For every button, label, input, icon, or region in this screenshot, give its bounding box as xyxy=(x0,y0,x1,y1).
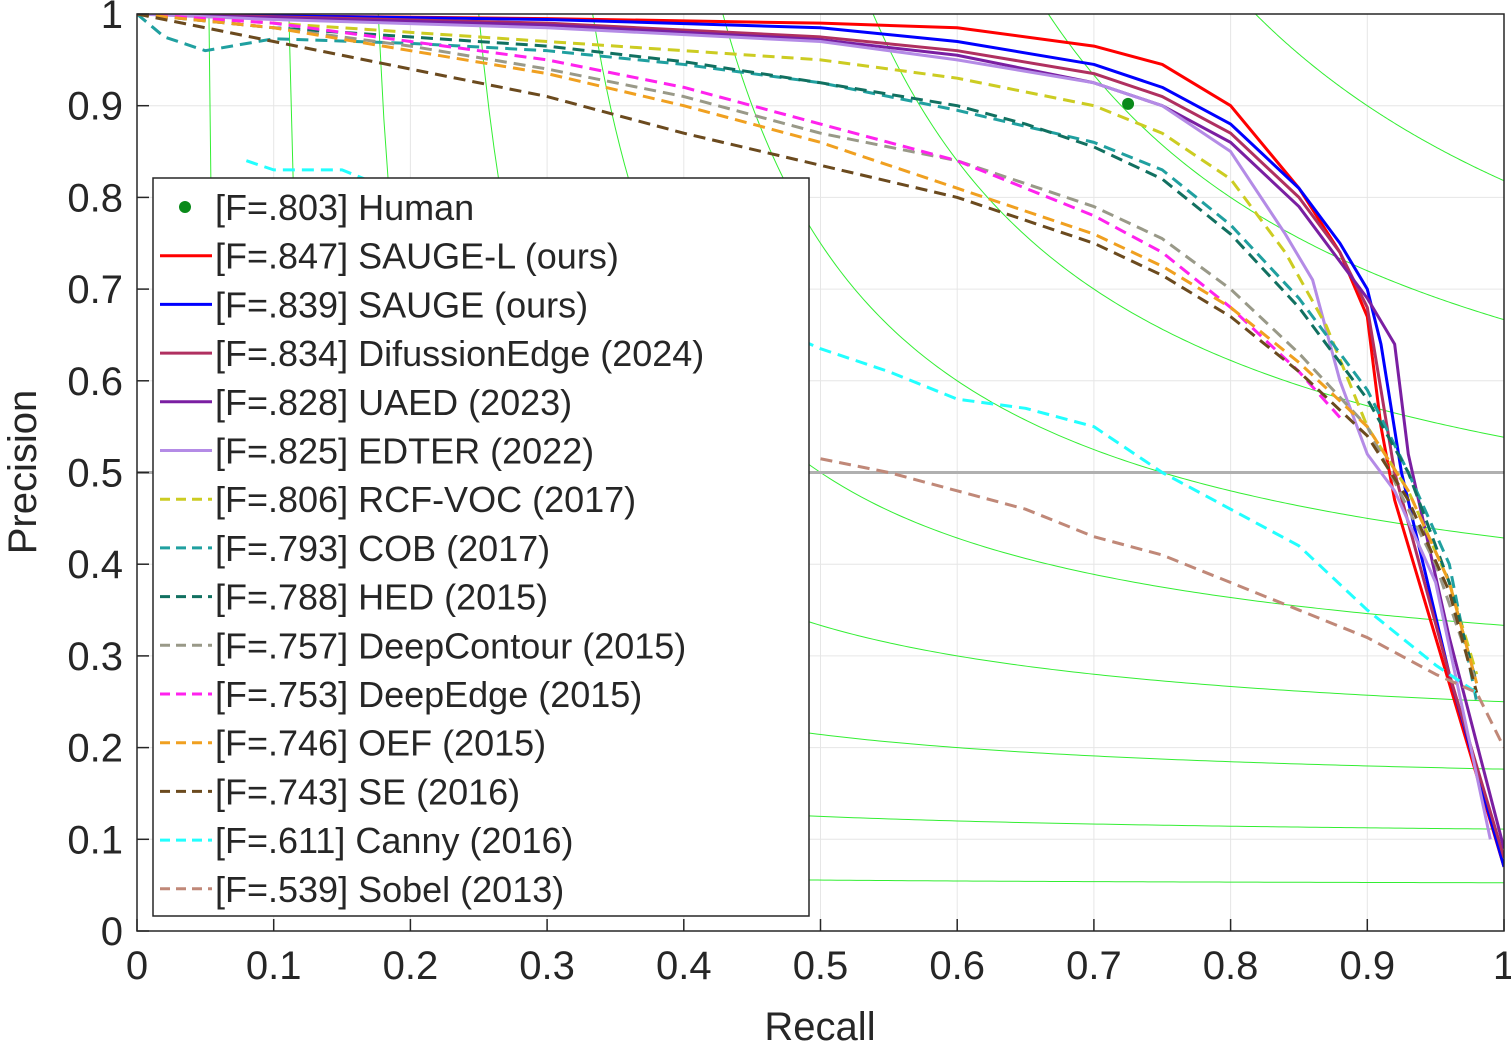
y-tick-label: 1 xyxy=(101,0,123,37)
human-point-layer xyxy=(1122,97,1135,110)
legend-box xyxy=(152,177,810,917)
series-line xyxy=(137,14,1479,693)
legend-label: [F=.806] RCF-VOC (2017) xyxy=(215,479,636,520)
y-tick-label: 0.2 xyxy=(67,727,123,771)
series-line xyxy=(137,14,1504,849)
series-line xyxy=(137,14,1504,868)
legend-label: [F=.803] Human xyxy=(215,187,474,228)
y-axis-label: Precision xyxy=(1,390,45,555)
series-line xyxy=(137,14,1479,703)
legend: [F=.803] Human [F=.847] SAUGE-L (ours) [F=… xyxy=(152,177,810,917)
y-tick-label: 0 xyxy=(101,910,123,954)
legend-label: [F=.611] Canny (2016) xyxy=(215,820,574,861)
series-line xyxy=(245,159,1478,694)
x-tick-label: 0.4 xyxy=(656,944,712,988)
legend-label: [F=.757] DeepContour (2015) xyxy=(215,625,686,666)
y-tick-label: 0.9 xyxy=(67,85,123,129)
iso-f-curve xyxy=(1255,14,1504,182)
legend-label: [F=.828] UAED (2023) xyxy=(215,382,572,423)
legend-label: [F=.539] Sobel (2013) xyxy=(215,869,564,910)
series-line xyxy=(137,14,1342,419)
human-point xyxy=(1122,97,1135,110)
x-tick-label: 0 xyxy=(126,944,148,988)
y-tick-label: 0.4 xyxy=(67,543,123,587)
series-line xyxy=(137,14,1479,684)
axis-ticks: 0 0.1 0.2 0.3 0.4 0.5 0.6 0.7 0.8 0.9 1 0 0.1 0.2 0.3 0… xyxy=(67,0,1511,988)
x-tick-label: 0.1 xyxy=(246,944,302,988)
series-line xyxy=(137,14,1504,859)
x-axis-label: Recall xyxy=(764,1005,875,1046)
legend-label: [F=.743] SE (2016) xyxy=(215,771,520,812)
x-tick-label: 0.6 xyxy=(929,944,985,988)
legend-label: [F=.825] EDTER (2022) xyxy=(215,431,594,472)
series-line xyxy=(137,14,1492,840)
series-line xyxy=(137,14,1479,675)
legend-marker-human xyxy=(179,201,191,213)
iso-f-curve xyxy=(1047,14,1504,321)
y-tick-label: 0.1 xyxy=(67,818,123,862)
x-tick-label: 0.7 xyxy=(1066,944,1122,988)
legend-label: [F=.839] SAUGE (ours) xyxy=(215,284,588,325)
legend-label: [F=.746] OEF (2015) xyxy=(215,723,546,764)
x-tick-label: 1 xyxy=(1493,944,1511,988)
series-line xyxy=(137,14,1479,684)
legend-label: [F=.847] SAUGE-L (ours) xyxy=(215,236,619,277)
series-layer xyxy=(137,14,1504,868)
x-tick-label: 0.5 xyxy=(793,944,849,988)
y-tick-label: 0.5 xyxy=(67,452,123,496)
legend-label: [F=.834] DifussionEdge (2024) xyxy=(215,333,704,374)
x-tick-label: 0.8 xyxy=(1203,944,1259,988)
legend-label: [F=.793] COB (2017) xyxy=(215,528,550,569)
legend-label: [F=.753] DeepEdge (2015) xyxy=(215,674,642,715)
y-tick-label: 0.7 xyxy=(67,268,123,312)
series-line xyxy=(137,14,1504,868)
y-tick-label: 0.6 xyxy=(67,360,123,404)
y-tick-label: 0.3 xyxy=(67,635,123,679)
legend-label: [F=.788] HED (2015) xyxy=(215,577,548,618)
y-tick-label: 0.8 xyxy=(67,176,123,220)
x-tick-label: 0.3 xyxy=(519,944,575,988)
iso-f-curve xyxy=(722,14,1504,539)
iso-f-curve xyxy=(872,14,1504,438)
x-tick-label: 0.9 xyxy=(1339,944,1395,988)
x-tick-label: 0.2 xyxy=(383,944,439,988)
